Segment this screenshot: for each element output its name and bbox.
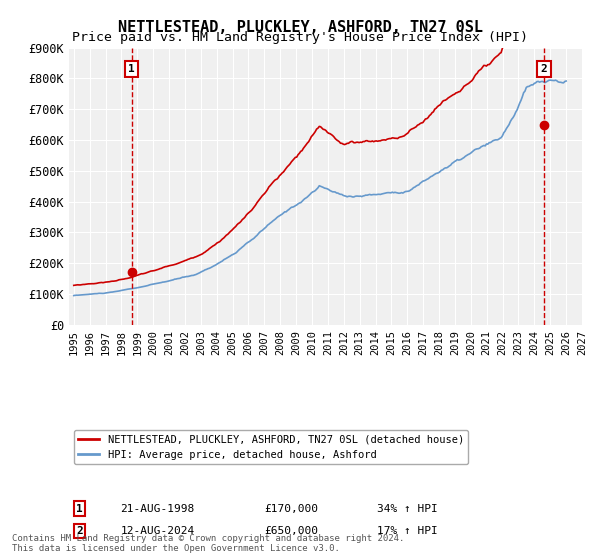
Text: £650,000: £650,000 xyxy=(264,526,318,536)
Legend: NETTLESTEAD, PLUCKLEY, ASHFORD, TN27 0SL (detached house), HPI: Average price, d: NETTLESTEAD, PLUCKLEY, ASHFORD, TN27 0SL… xyxy=(74,430,468,464)
Text: 1: 1 xyxy=(128,64,135,74)
Text: 12-AUG-2024: 12-AUG-2024 xyxy=(121,526,194,536)
Text: Price paid vs. HM Land Registry's House Price Index (HPI): Price paid vs. HM Land Registry's House … xyxy=(72,31,528,44)
Text: 2: 2 xyxy=(76,526,83,536)
Text: Contains HM Land Registry data © Crown copyright and database right 2024.
This d: Contains HM Land Registry data © Crown c… xyxy=(12,534,404,553)
Text: 34% ↑ HPI: 34% ↑ HPI xyxy=(377,503,437,514)
Text: 2: 2 xyxy=(541,64,548,74)
Text: 1: 1 xyxy=(76,503,83,514)
Text: NETTLESTEAD, PLUCKLEY, ASHFORD, TN27 0SL: NETTLESTEAD, PLUCKLEY, ASHFORD, TN27 0SL xyxy=(118,20,482,35)
Text: 17% ↑ HPI: 17% ↑ HPI xyxy=(377,526,437,536)
Text: 21-AUG-1998: 21-AUG-1998 xyxy=(121,503,194,514)
Text: £170,000: £170,000 xyxy=(264,503,318,514)
